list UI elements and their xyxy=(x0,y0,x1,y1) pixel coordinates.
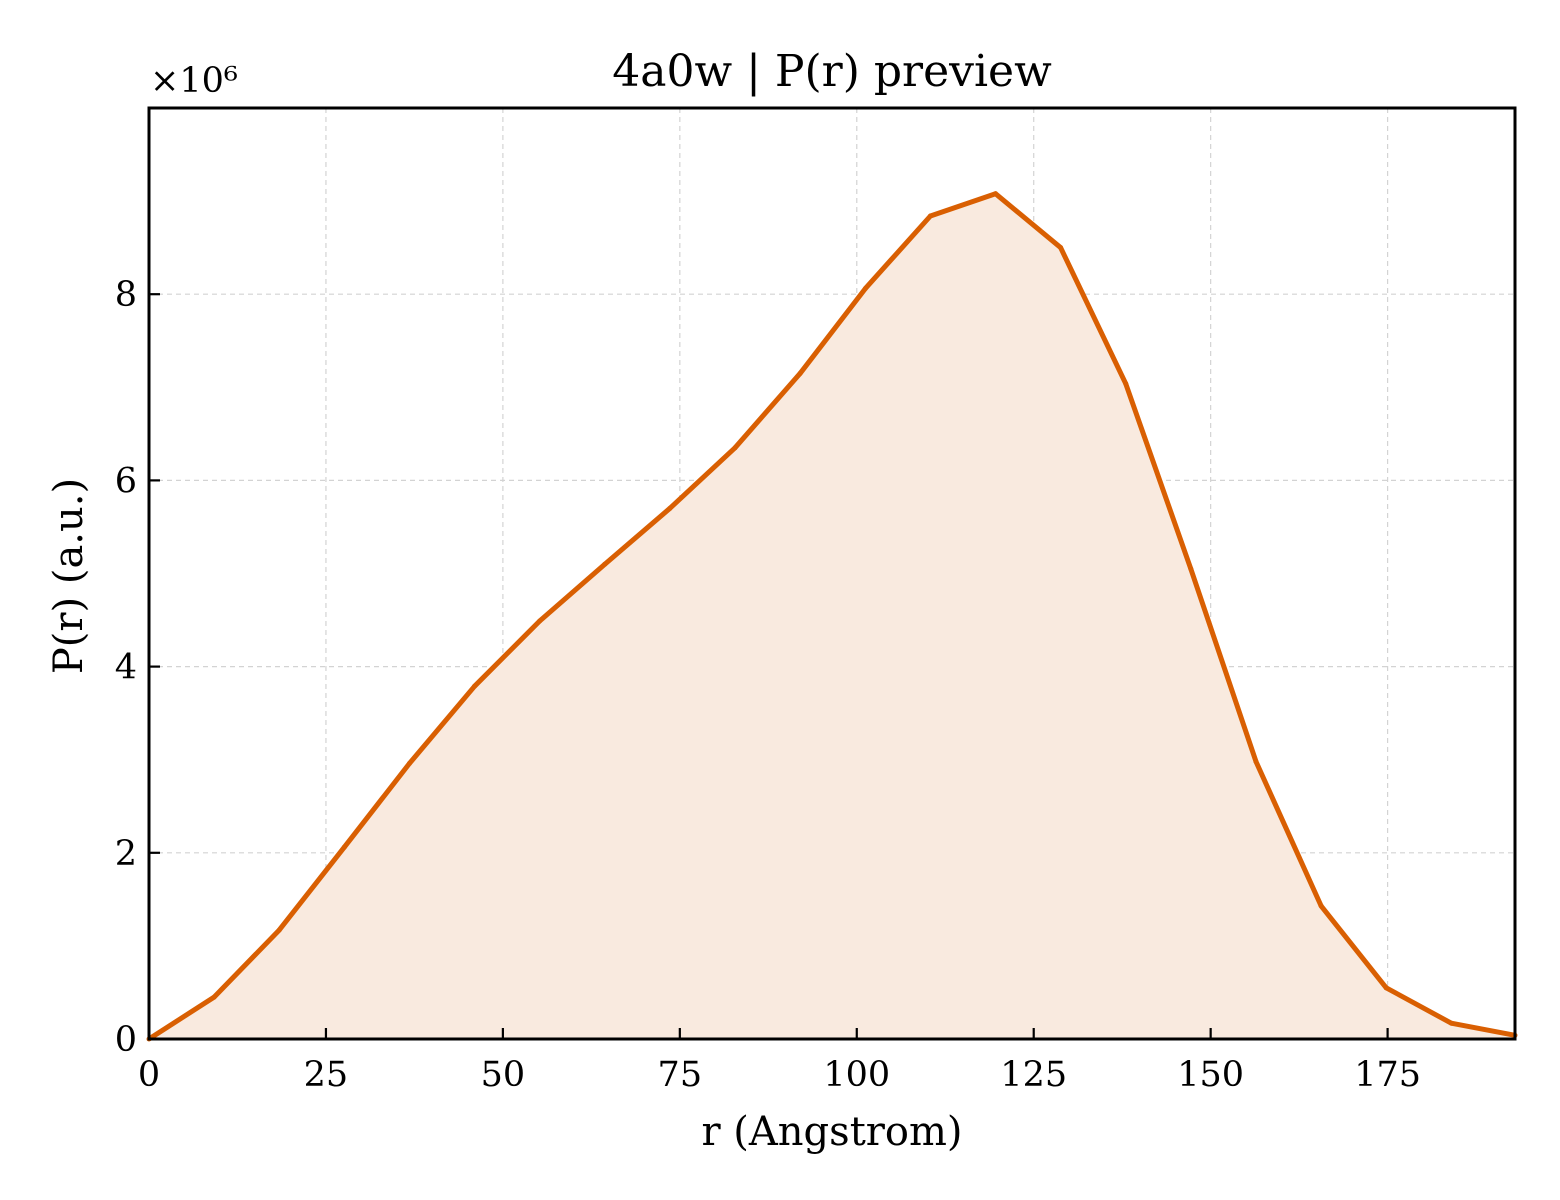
data-point xyxy=(1253,759,1259,765)
data-point xyxy=(1383,985,1389,991)
y-axis-offset-label: ×10⁶ xyxy=(150,61,238,101)
data-point xyxy=(1123,381,1129,387)
y-axis-label: P(r) (a.u.) xyxy=(46,478,92,674)
x-tick-label: 50 xyxy=(481,1055,526,1095)
data-point xyxy=(1058,245,1064,251)
data-point xyxy=(1188,566,1194,572)
data-point xyxy=(1448,1020,1454,1026)
data-point xyxy=(732,445,738,451)
x-tick-label: 75 xyxy=(658,1055,703,1095)
x-tick-label: 100 xyxy=(823,1055,890,1095)
x-tick-label: 125 xyxy=(1000,1055,1067,1095)
plot-frame xyxy=(147,106,1517,1041)
x-tick-label: 175 xyxy=(1354,1055,1421,1095)
data-point xyxy=(993,191,998,197)
data-point xyxy=(602,561,608,567)
chart-title: 4a0w | P(r) preview xyxy=(612,46,1052,97)
x-tick-label: 0 xyxy=(138,1055,160,1095)
data-point xyxy=(927,213,933,219)
data-point xyxy=(1318,903,1324,909)
data-point xyxy=(797,370,803,376)
tick-layer: 0 25 50 75 100 125 150 175 0 2 4 6 8 xyxy=(115,275,1421,1095)
data-point xyxy=(341,844,347,850)
pr-area-fill xyxy=(149,193,1515,1039)
data-point xyxy=(211,994,217,1000)
pr-series-line xyxy=(147,191,1516,1042)
data-point xyxy=(276,927,282,933)
y-tick-label: 4 xyxy=(115,648,137,688)
y-tick-label: 6 xyxy=(115,461,137,501)
x-axis-label: r (Angstrom) xyxy=(701,1109,962,1155)
data-point xyxy=(472,683,478,689)
x-tick-label: 150 xyxy=(1177,1055,1244,1095)
y-tick-label: 8 xyxy=(115,275,137,315)
data-point xyxy=(862,286,868,292)
x-tick-label: 25 xyxy=(304,1055,349,1095)
y-tick-label: 2 xyxy=(115,834,137,874)
data-point xyxy=(407,760,412,766)
data-point xyxy=(537,618,543,624)
data-point xyxy=(667,505,673,511)
y-tick-label: 0 xyxy=(115,1020,137,1060)
